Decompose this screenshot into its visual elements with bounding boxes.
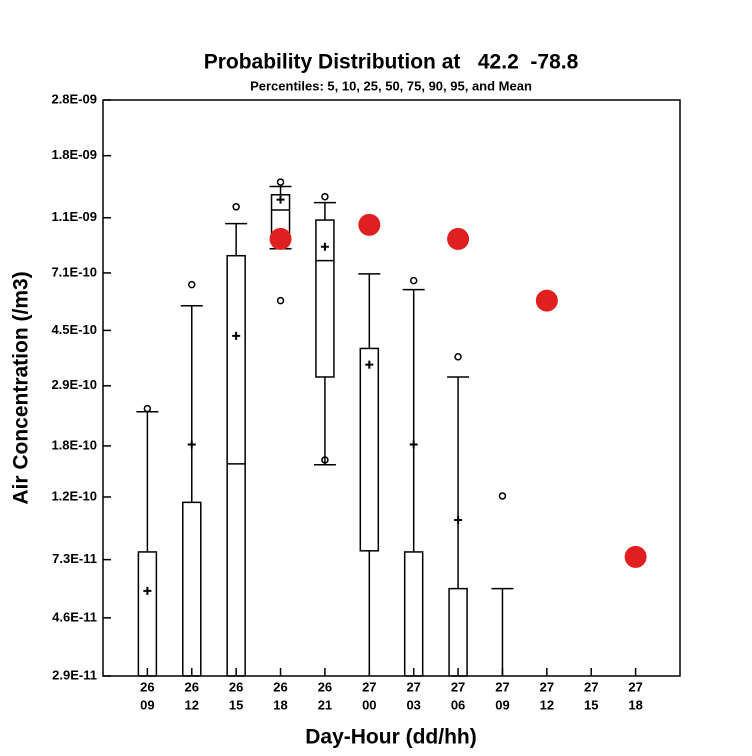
mean-marker	[143, 586, 152, 595]
y-tick-label: 4.6E-11	[52, 609, 97, 624]
box	[182, 501, 202, 677]
x-tick-label: 26	[140, 679, 154, 694]
mean-marker	[232, 331, 241, 340]
x-tick-label: 15	[229, 697, 243, 712]
observed-point	[358, 213, 381, 236]
x-tick-label: 12	[185, 697, 199, 712]
outlier-percentile	[276, 178, 285, 186]
y-tick-label: 2.8E-09	[51, 91, 97, 106]
x-tick-label: 18	[628, 697, 642, 712]
box	[226, 254, 246, 677]
chart-title: Probability Distribution at 42.2 -78.8	[204, 51, 579, 74]
chart-subtitle: Percentiles: 5, 10, 25, 50, 75, 90, 95, …	[250, 78, 532, 93]
x-tick-label: 06	[451, 697, 465, 712]
outlier-percentile	[498, 492, 507, 500]
mean-marker	[276, 195, 285, 204]
x-tick-label: 27	[495, 679, 509, 694]
x-axis-title: Day-Hour (dd/hh)	[305, 726, 476, 749]
x-tick-label: 18	[273, 697, 287, 712]
x-tick-label: 15	[584, 697, 598, 712]
y-axis-title: Air Concentration (/m3)	[10, 271, 33, 504]
box	[359, 347, 380, 552]
box	[448, 587, 468, 677]
outlier-percentile	[409, 276, 418, 285]
y-tick-label: 1.1E-09	[51, 209, 97, 224]
outlier-percentile	[321, 456, 329, 464]
x-tick-label: 26	[318, 679, 332, 694]
x-tick-label: 27	[584, 679, 598, 694]
x-tick-label: 27	[451, 679, 465, 694]
x-tick-label: 09	[140, 697, 154, 712]
x-tick-label: 27	[628, 679, 642, 694]
outlier-percentile	[143, 404, 152, 413]
x-tick-label: 27	[362, 679, 376, 694]
outlier-percentile	[276, 296, 285, 305]
x-tick-label: 27	[540, 679, 554, 694]
y-tick-label: 1.2E-10	[51, 488, 97, 503]
outlier-percentile	[188, 280, 196, 289]
x-tick-label: 26	[185, 679, 199, 694]
plot-frame	[102, 99, 681, 677]
outlier-percentile	[454, 353, 462, 361]
x-tick-label: 27	[406, 679, 420, 694]
y-tick-label: 1.8E-10	[51, 437, 97, 452]
observed-point	[535, 289, 558, 312]
x-tick-label: 03	[406, 697, 420, 712]
mean-marker	[320, 242, 329, 251]
y-tick-label: 7.3E-11	[52, 551, 97, 566]
y-tick-label: 4.5E-10	[51, 322, 97, 337]
x-tick-label: 00	[362, 697, 376, 712]
x-tick-label: 26	[273, 679, 287, 694]
box	[403, 551, 424, 677]
y-tick-label: 1.8E-09	[51, 147, 97, 162]
observed-point	[624, 545, 647, 568]
x-tick-label: 26	[229, 679, 243, 694]
mean-marker	[409, 440, 418, 449]
outlier-percentile	[321, 192, 329, 201]
x-tick-label: 21	[318, 697, 332, 712]
outlier-percentile	[232, 203, 240, 211]
mean-marker	[454, 515, 463, 524]
x-tick-label: 09	[495, 697, 509, 712]
mean-marker	[187, 440, 196, 449]
y-tick-label: 2.9E-11	[52, 667, 97, 682]
mean-marker	[365, 360, 374, 369]
x-tick-label: 12	[540, 697, 554, 712]
y-tick-label: 2.9E-10	[51, 377, 97, 392]
observed-point	[269, 227, 292, 250]
y-tick-label: 7.1E-10	[51, 264, 97, 279]
box	[137, 551, 158, 677]
observed-point	[447, 227, 470, 250]
